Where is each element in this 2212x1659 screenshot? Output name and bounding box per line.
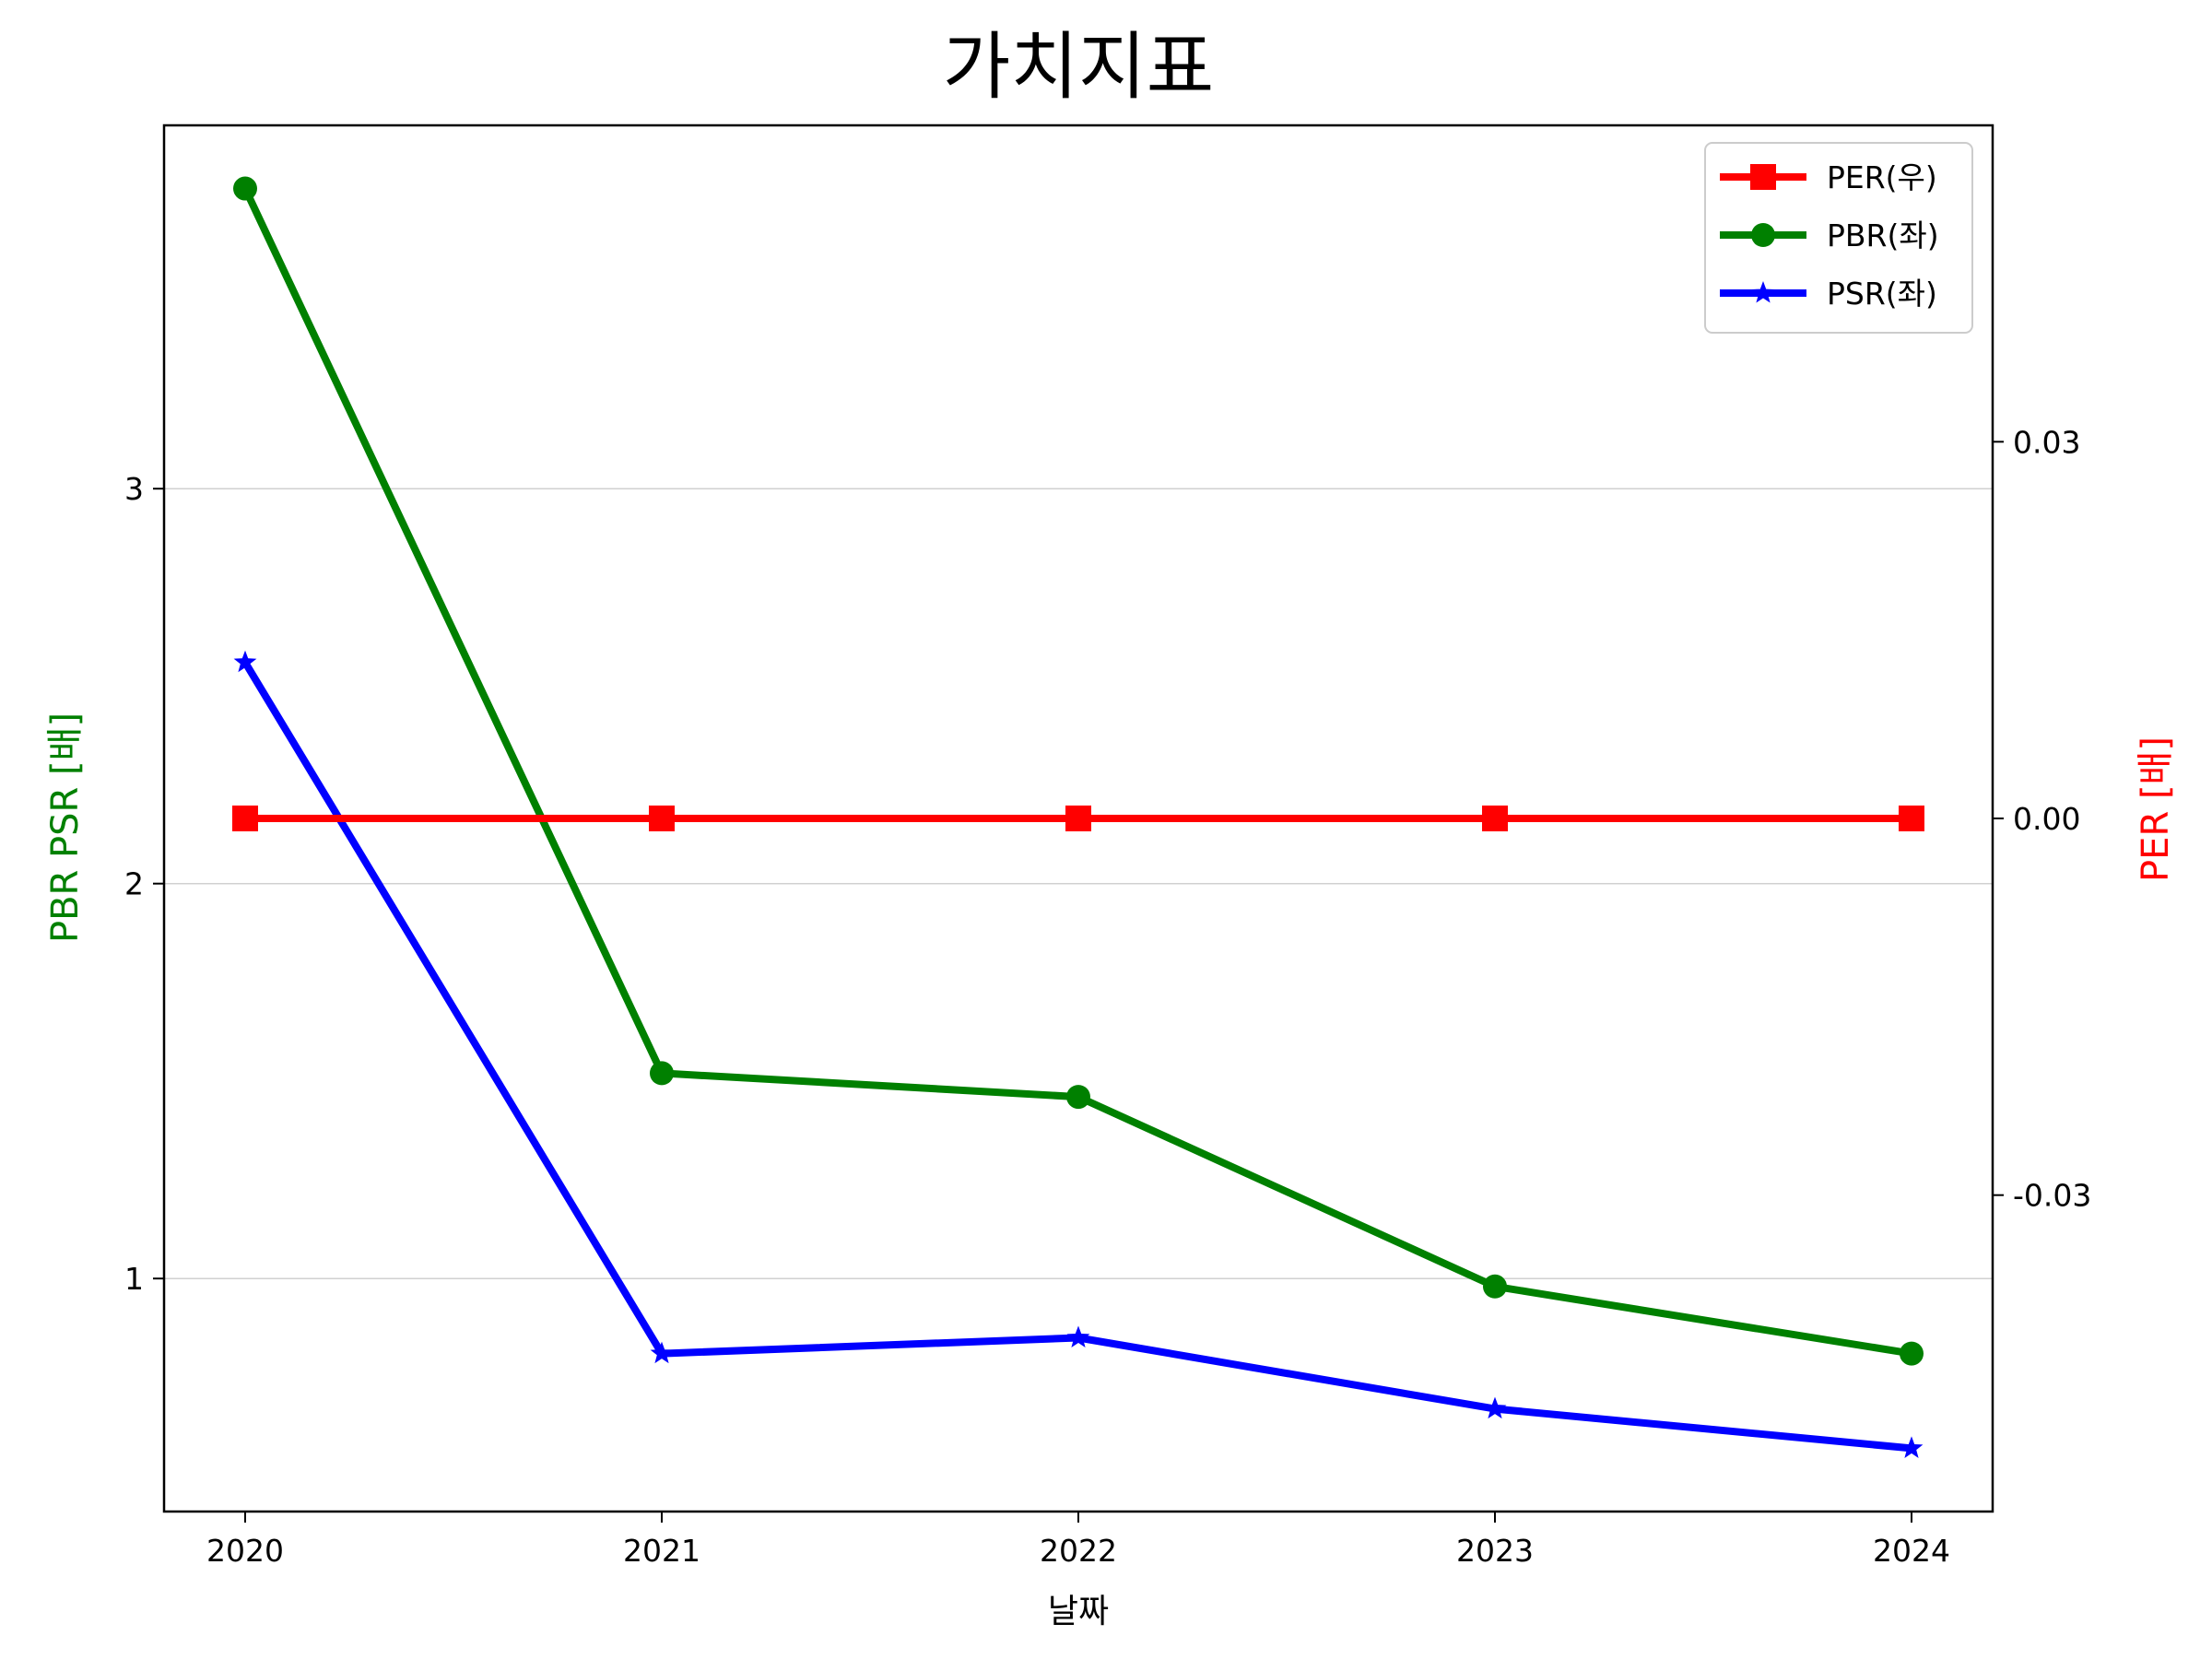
x-ticks: 2020 2021 2022 2023 2024 <box>206 1512 1950 1569</box>
data-point <box>649 806 675 831</box>
legend-box <box>1704 142 1973 334</box>
x-axis-label: 날짜 <box>1048 1593 1109 1630</box>
series-per <box>232 806 1924 831</box>
right-y-tick-label: -0.03 <box>2013 1178 2091 1214</box>
series-psr <box>233 650 1924 1458</box>
right-y-tick-label: 0.00 <box>2013 801 2080 837</box>
left-y-tick-label: 1 <box>124 1261 144 1297</box>
left-y-axis-label: PBR PSR [배] <box>44 712 87 943</box>
grid-layer <box>164 488 1993 1279</box>
legend-entry: PBR(좌) <box>1720 218 1939 253</box>
data-point <box>650 1061 674 1086</box>
series-line <box>241 186 1912 1358</box>
data-point <box>1900 1436 1924 1458</box>
legend-swatch-marker <box>1751 281 1775 303</box>
left-y-tick-label: 2 <box>124 866 144 902</box>
left-y-ticks: 1 2 3 <box>124 471 164 1297</box>
legend-swatch-marker <box>1751 223 1775 247</box>
legend-swatch-marker <box>1750 164 1776 190</box>
data-point <box>1900 1341 1924 1366</box>
data-point <box>233 176 257 201</box>
x-tick-label: 2023 <box>1456 1533 1534 1569</box>
data-point <box>1483 1396 1507 1419</box>
legend-label: PER(우) <box>1827 159 1937 195</box>
legend: PER(우) PBR(좌) PSR(좌) <box>1704 142 1973 334</box>
data-point <box>1066 1325 1090 1347</box>
x-tick-label: 2020 <box>206 1533 284 1569</box>
x-tick-label: 2024 <box>1873 1533 1950 1569</box>
data-point <box>232 806 258 831</box>
data-point <box>233 650 257 673</box>
data-point <box>1066 1085 1090 1110</box>
chart-title: 가치지표 <box>943 24 1214 110</box>
right-y-ticks: -0.03 0.00 0.03 <box>1993 424 2091 1214</box>
x-tick-label: 2022 <box>1040 1533 1117 1569</box>
right-y-axis-label: PER [배] <box>2135 736 2177 882</box>
series-pbr <box>233 176 1924 1366</box>
data-point <box>650 1341 674 1364</box>
left-y-tick-label: 3 <box>124 471 144 507</box>
x-tick-label: 2021 <box>623 1533 700 1569</box>
data-point <box>1482 806 1508 831</box>
legend-entry: PSR(좌) <box>1720 276 1937 312</box>
right-y-tick-label: 0.03 <box>2013 424 2080 460</box>
series-layer <box>232 176 1924 1458</box>
legend-entries: PER(우) PBR(좌) PSR(좌) <box>1720 159 1939 312</box>
data-point <box>1483 1274 1507 1299</box>
legend-entry: PER(우) <box>1720 159 1937 195</box>
legend-label: PSR(좌) <box>1827 276 1937 312</box>
data-point <box>1065 806 1091 831</box>
legend-label: PBR(좌) <box>1827 218 1939 253</box>
data-point <box>1899 806 1924 831</box>
